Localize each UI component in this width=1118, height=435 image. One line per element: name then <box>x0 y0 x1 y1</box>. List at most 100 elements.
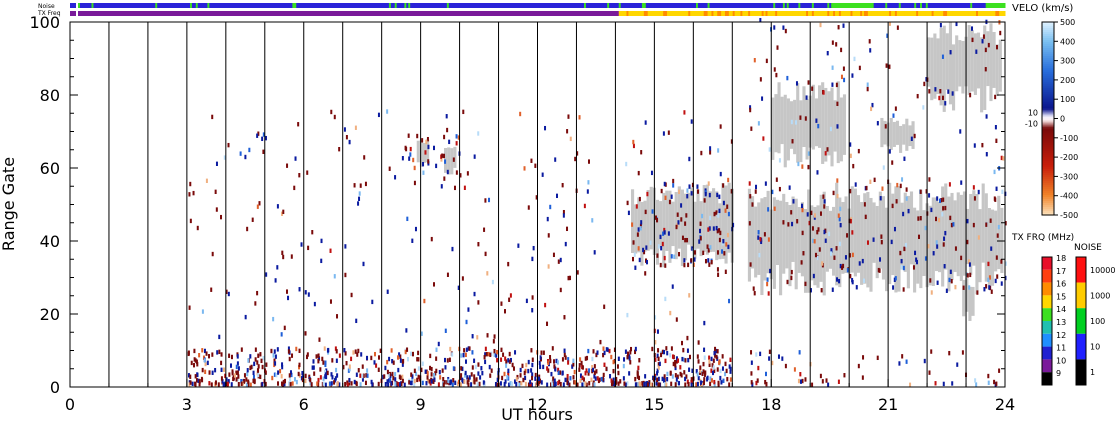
ground-scatter-column <box>631 189 635 253</box>
freq-strip-segment <box>939 11 942 16</box>
noise-strip-segment <box>371 3 374 8</box>
velocity-point <box>712 370 715 376</box>
velocity-point <box>451 352 454 357</box>
velocity-point <box>683 370 686 375</box>
velocity-point <box>960 180 963 185</box>
noise-strip-segment <box>962 3 965 8</box>
velocity-point <box>317 359 320 364</box>
velocity-point <box>829 126 832 132</box>
velocity-point <box>507 261 510 267</box>
velocity-point <box>531 375 534 381</box>
velocity-point <box>703 377 706 382</box>
velocity-point <box>915 257 918 262</box>
freq-strip-segment <box>761 11 765 16</box>
velocity-point <box>540 380 543 385</box>
noise-strip-segment <box>873 3 877 8</box>
velocity-point <box>948 350 951 356</box>
noise-strip-segment <box>974 3 977 8</box>
velocity-point <box>409 152 412 157</box>
noise-strip-segment <box>800 3 803 8</box>
velocity-point <box>690 382 693 387</box>
noise-strip-segment <box>195 3 199 8</box>
ground-scatter-column <box>945 33 949 90</box>
velocity-point <box>298 362 301 368</box>
noise-strip-segment <box>823 3 826 8</box>
noise-strip-segment <box>651 3 655 8</box>
freq-strip-segment <box>443 11 446 16</box>
ground-scatter-column <box>835 182 839 286</box>
velocity-colorbar-swatch <box>1042 50 1054 53</box>
noise-strip-segment <box>624 3 627 8</box>
freq-strip-segment <box>891 11 894 16</box>
noise-strip-segment <box>811 3 815 8</box>
velocity-point <box>716 228 719 234</box>
velocity-point <box>836 101 839 107</box>
velocity-point <box>658 361 661 367</box>
velocity-point <box>443 153 446 159</box>
velocity-point <box>806 212 809 217</box>
velocity-point <box>465 347 468 352</box>
velocity-point <box>561 357 564 362</box>
noise-colorbar-swatch <box>1076 257 1086 283</box>
velocity-colorbar-swatch <box>1042 82 1054 85</box>
noise-strip-segment <box>630 3 633 8</box>
velocity-point <box>811 238 814 244</box>
velocity-point <box>891 203 894 209</box>
velocity-point <box>466 375 469 380</box>
freq-strip-segment <box>99 11 102 16</box>
velocity-point <box>728 382 731 387</box>
velocity-point <box>493 348 496 354</box>
velocity-point <box>231 371 234 376</box>
velocity-point <box>291 353 294 358</box>
velocity-point <box>661 349 664 355</box>
velocity-point <box>444 159 447 164</box>
noise-strip-segment <box>271 3 274 8</box>
frequency-colorbar-label: 18 <box>1056 254 1066 263</box>
noise-strip-segment <box>902 3 906 8</box>
velocity-point <box>572 375 575 380</box>
velocity-point <box>230 382 233 387</box>
velocity-point <box>392 360 395 365</box>
ground-scatter-column <box>959 194 963 282</box>
velocity-point <box>354 349 357 354</box>
noise-strip-segment <box>197 3 201 8</box>
velocity-point <box>298 373 301 378</box>
velocity-point <box>644 381 647 386</box>
velocity-point <box>425 381 428 386</box>
velocity-point <box>377 355 380 360</box>
velocity-point <box>893 226 896 232</box>
velocity-point <box>704 191 707 197</box>
noise-strip-segment <box>668 3 672 8</box>
freq-strip-segment <box>224 11 228 16</box>
freq-strip-segment <box>334 11 338 16</box>
ground-scatter-column <box>844 196 848 273</box>
ground-scatter-column <box>888 182 892 285</box>
velocity-point <box>455 141 458 146</box>
velocity-point <box>670 381 673 387</box>
noise-strip-segment <box>765 3 768 8</box>
noise-strip-segment <box>506 3 510 8</box>
velocity-point <box>403 382 406 387</box>
velocity-point <box>634 265 637 270</box>
freq-strip-segment <box>103 11 106 16</box>
freq-strip-segment <box>723 11 726 16</box>
noise-strip-segment <box>500 3 504 8</box>
velocity-point <box>442 382 445 387</box>
velocity-point <box>753 291 756 296</box>
velocity-point <box>807 80 810 85</box>
noise-strip-segment <box>717 3 720 8</box>
velocity-point <box>355 372 358 377</box>
velocity-point <box>797 161 800 167</box>
ground-scatter-column <box>909 191 914 265</box>
ground-scatter-column <box>841 201 845 274</box>
noise-strip-segment <box>392 3 396 8</box>
velocity-point <box>857 363 860 369</box>
freq-strip-segment <box>931 11 935 16</box>
velocity-colorbar-label: -500 <box>1060 211 1078 220</box>
freq-strip-segment <box>128 11 131 16</box>
ground-scatter-column <box>671 201 675 247</box>
velocity-point <box>948 182 951 187</box>
ground-scatter-column <box>906 195 910 289</box>
velocity-point <box>588 368 591 373</box>
